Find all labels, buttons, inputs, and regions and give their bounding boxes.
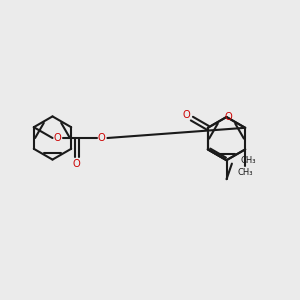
Text: CH₃: CH₃ — [238, 168, 253, 177]
Text: O: O — [98, 133, 105, 143]
Text: O: O — [182, 110, 190, 120]
Text: O: O — [53, 133, 61, 143]
Text: O: O — [224, 112, 232, 122]
Text: CH₃: CH₃ — [240, 156, 256, 165]
Text: O: O — [73, 159, 81, 169]
